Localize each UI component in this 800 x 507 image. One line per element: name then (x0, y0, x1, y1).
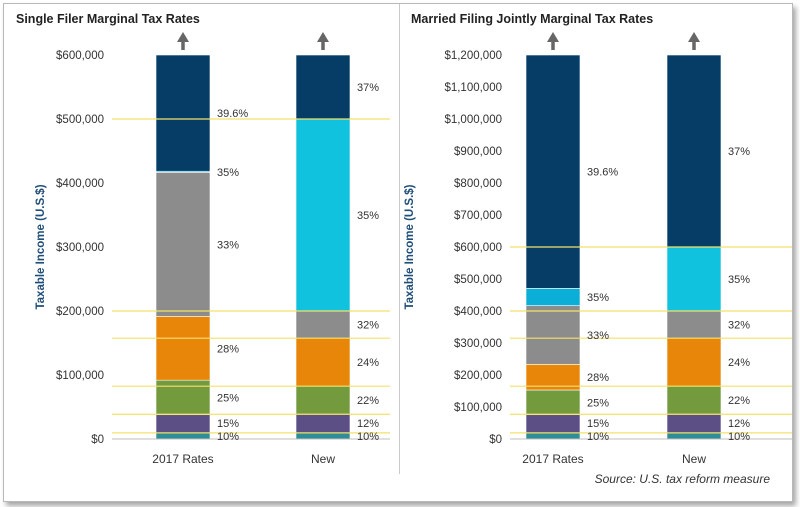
joint-ytick-label: $600,000 (454, 242, 502, 254)
joint-segment-label: 22% (728, 395, 750, 407)
joint-segment-label: 33% (587, 330, 609, 342)
joint-segment-label: 24% (728, 357, 750, 369)
joint-chart-title: Married Filing Jointly Marginal Tax Rate… (411, 12, 654, 26)
single-bar-segment (155, 316, 211, 381)
single-ytick-label: $200,000 (56, 306, 104, 318)
single-segment-label: 12% (357, 418, 379, 430)
single-arrow-up-icon (317, 32, 329, 42)
joint-segment-label: 25% (587, 397, 609, 409)
single-bar-segment (295, 337, 351, 387)
single-ytick-label: $100,000 (56, 370, 104, 382)
joint-segment-label: 35% (587, 292, 609, 304)
joint-arrow-up-icon (547, 32, 559, 42)
single-ytick-label: $400,000 (56, 178, 104, 190)
single-segment-label: 22% (357, 395, 379, 407)
joint-y-axis-title: Taxable Income (U.S.$) (404, 184, 416, 309)
single-segment-label: 35% (217, 167, 239, 179)
single-chart-title: Single Filer Marginal Tax Rates (16, 12, 200, 26)
joint-ytick-label: $700,000 (454, 210, 502, 222)
single-ytick-label: $0 (91, 434, 104, 446)
single-ytick-label: $600,000 (56, 50, 104, 62)
single-bar-segment (295, 310, 351, 339)
single-segment-label: 10% (357, 431, 379, 443)
joint-ytick-label: $1,000,000 (444, 114, 502, 126)
joint-bar-segment (666, 413, 722, 434)
joint-bar-segment (666, 432, 722, 440)
single-segment-label: 24% (357, 357, 379, 369)
joint-segment-label: 37% (728, 146, 750, 158)
single-segment-label: 35% (357, 210, 379, 222)
single-segment-label: 33% (217, 239, 239, 251)
joint-ytick-label: $900,000 (454, 146, 502, 158)
single-bar-segment (155, 54, 211, 172)
joint-segment-label: 39.6% (587, 167, 618, 179)
joint-bar-segment (525, 432, 581, 440)
joint-segment-label: 10% (587, 431, 609, 443)
source-note: Source: U.S. tax reform measure (594, 472, 770, 486)
joint-bar-segment (666, 246, 722, 312)
single-ytick-label: $300,000 (56, 242, 104, 254)
joint-ytick-label: $1,100,000 (444, 82, 502, 94)
joint-segment-label: 10% (728, 431, 750, 443)
joint-category-label: New (682, 452, 706, 466)
single-category-label: New (311, 452, 335, 466)
joint-ytick-label: $400,000 (454, 306, 502, 318)
joint-bar-segment (525, 288, 581, 306)
single-segment-label: 15% (217, 418, 239, 430)
single-segment-label: 25% (217, 392, 239, 404)
single-segment-label: 10% (217, 431, 239, 443)
joint-segment-label: 32% (728, 320, 750, 332)
joint-segment-label: 28% (587, 372, 609, 384)
panel-divider (399, 4, 400, 474)
joint-segment-label: 12% (728, 418, 750, 430)
single-ytick-label: $500,000 (56, 114, 104, 126)
single-segment-label: 39.6% (217, 108, 248, 120)
joint-ytick-label: $0 (489, 434, 502, 446)
joint-bar-segment (525, 414, 581, 434)
joint-bar-segment (666, 385, 722, 415)
single-segment-label: 28% (217, 343, 239, 355)
joint-ytick-label: $1,200,000 (444, 50, 502, 62)
single-y-axis-title: Taxable Income (U.S.$) (35, 184, 47, 309)
single-arrow-up-icon (177, 32, 189, 42)
joint-ytick-label: $200,000 (454, 370, 502, 382)
joint-bar-segment (525, 54, 581, 289)
joint-category-label: 2017 Rates (522, 452, 583, 466)
joint-ytick-label: $300,000 (454, 338, 502, 350)
joint-arrow-up-icon (688, 32, 700, 42)
joint-bar-segment (525, 305, 581, 365)
joint-ytick-label: $100,000 (454, 402, 502, 414)
joint-bar-segment (666, 54, 722, 248)
single-bar-segment (295, 385, 351, 415)
figure-frame (3, 3, 793, 502)
single-segment-label: 32% (357, 320, 379, 332)
joint-segment-label: 15% (587, 418, 609, 430)
single-bar-segment (295, 54, 351, 120)
single-segment-label: 37% (357, 82, 379, 94)
joint-ytick-label: $800,000 (454, 178, 502, 190)
joint-bar-segment (666, 337, 722, 387)
single-bar-segment (155, 172, 211, 317)
joint-bar-segment (666, 310, 722, 339)
joint-bar-segment (525, 389, 581, 416)
single-category-label: 2017 Rates (152, 452, 213, 466)
joint-segment-label: 35% (728, 274, 750, 286)
joint-ytick-label: $500,000 (454, 274, 502, 286)
